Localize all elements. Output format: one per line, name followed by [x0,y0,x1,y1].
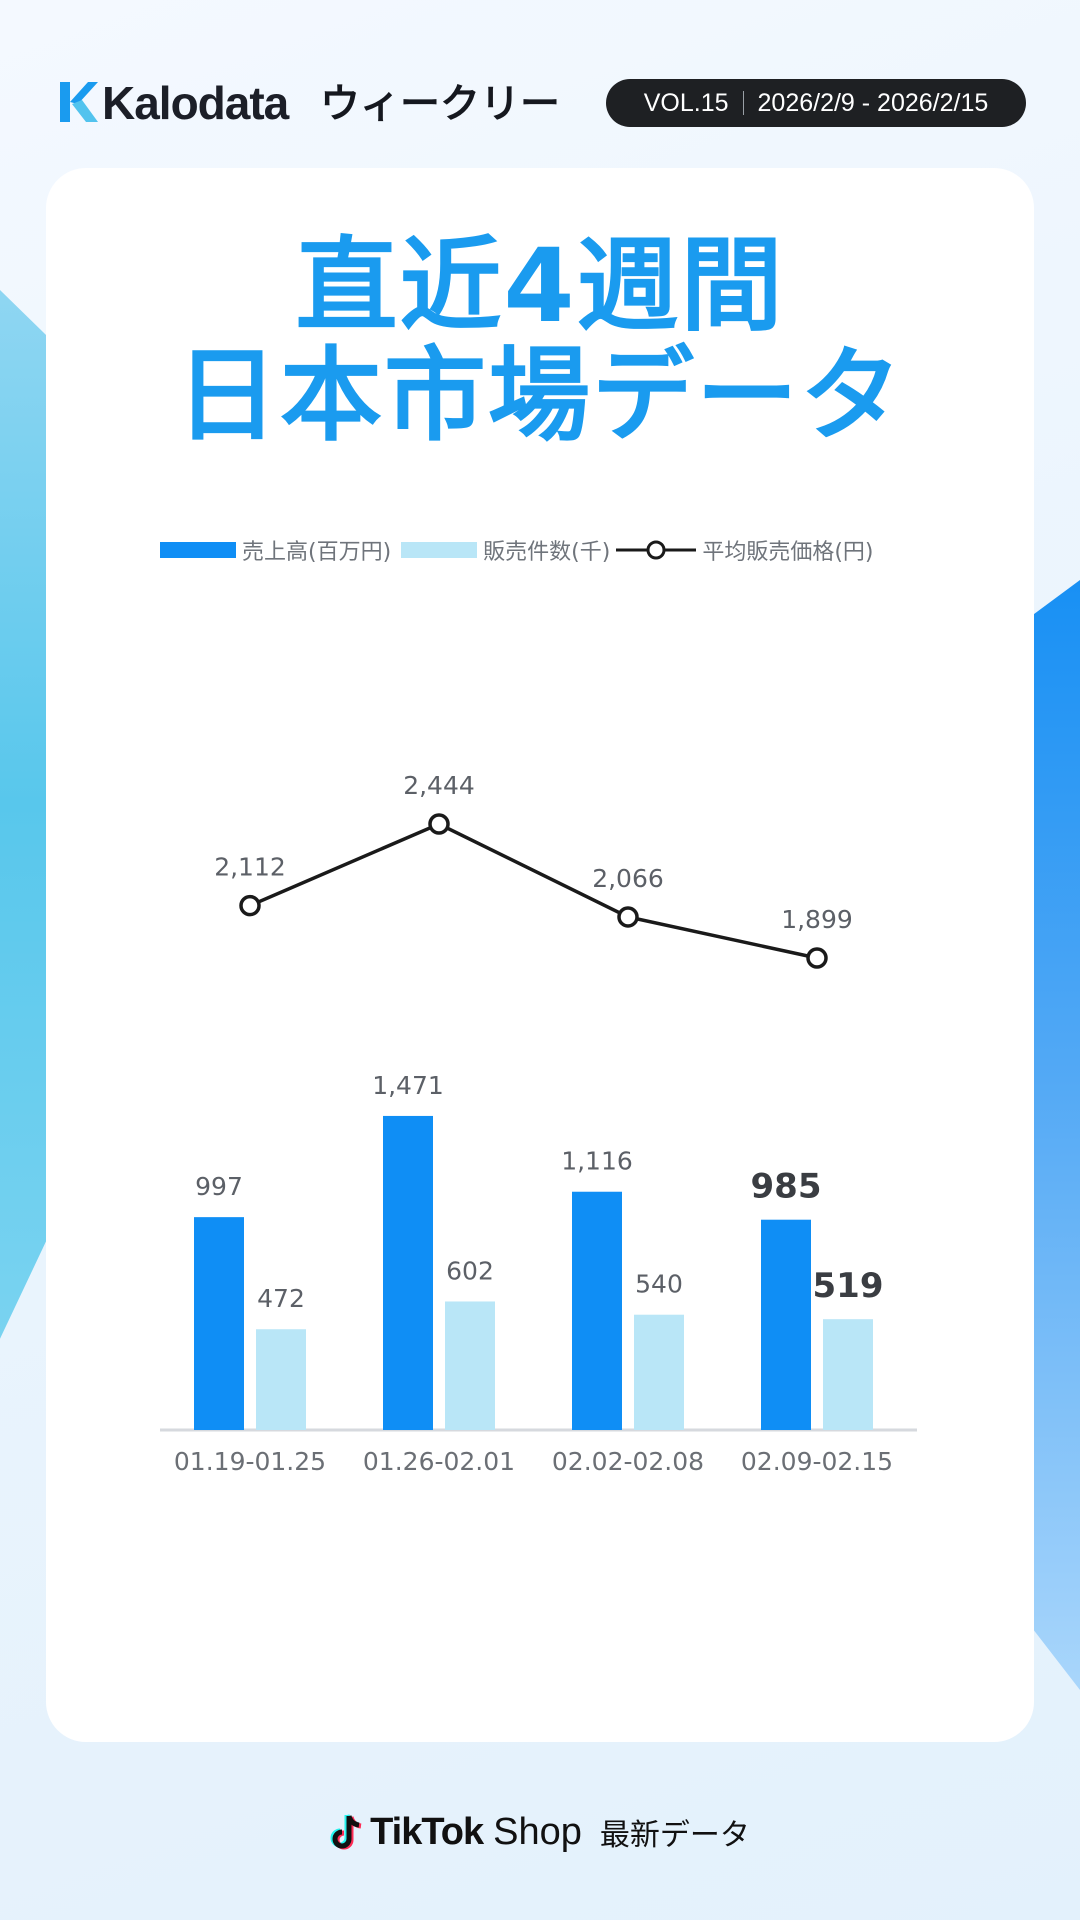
units-data-label: 519 [813,1266,884,1306]
units-bar [445,1301,495,1430]
sales-data-label: 997 [195,1172,243,1201]
x-tick-label: 02.09-02.15 [741,1447,893,1476]
price-data-label: 2,112 [214,853,286,882]
price-point [806,947,828,969]
price-data-label: 1,899 [781,905,853,934]
footer-brand: TikTok [370,1810,484,1853]
kalodata-logo-icon [60,82,98,122]
weekly-label: ウィークリー [320,81,560,127]
brand-name: Kalodata [102,77,289,129]
units-data-label: 540 [635,1270,683,1299]
footer-shop: Shop [493,1810,582,1853]
units-bar [256,1329,306,1430]
chart-legend: 売上高(百万円) 販売件数(千) 平均販売価格(円) [160,534,874,566]
price-point [617,906,639,928]
sales-bar [194,1217,244,1430]
x-tick-label: 01.19-01.25 [174,1447,326,1476]
sales-bar [572,1191,622,1430]
x-tick-label: 01.26-02.01 [363,1447,515,1476]
content-card [46,168,1034,1742]
date-range: 2026/2/9 - 2026/2/15 [757,88,989,117]
units-bar [634,1314,684,1430]
tiktok-logo-icon [330,1814,362,1850]
price-data-label: 2,066 [592,864,664,893]
sales-data-label: 1,116 [561,1147,633,1176]
price-data-label: 2,444 [403,771,475,800]
footer-latest-data: 最新データ [599,1818,750,1853]
legend-label-price: 平均販売価格(円) [702,540,874,565]
volume-number: VOL.15 [643,88,729,117]
sales-data-label: 985 [751,1167,822,1207]
x-tick-label: 02.02-02.08 [552,1447,704,1476]
units-data-label: 472 [257,1284,305,1313]
legend-label-units: 販売件数(千) [483,540,611,565]
units-data-label: 602 [446,1256,494,1285]
title-line-1: 直近4週間 [295,227,785,346]
header: Kalodata ウィークリー VOL.15 2026/2/9 - 2026/2… [54,72,1026,134]
footer: TikTok Shop 最新データ [0,1804,1080,1860]
price-point [428,813,450,835]
title-line-2: 日本市場データ [176,337,904,456]
issue-badge: VOL.15 2026/2/9 - 2026/2/15 [606,79,1026,127]
sales-bar [761,1219,811,1430]
legend-label-sales: 売上高(百万円) [242,540,392,565]
units-bar [823,1319,873,1430]
legend-line-marker-icon [616,540,697,560]
price-point [239,894,261,917]
badge-separator [742,91,744,115]
price-line [249,822,818,960]
sales-data-label: 1,471 [372,1071,444,1100]
sales-bar [383,1115,433,1430]
legend-swatch-sales [160,542,236,558]
legend-swatch-units [401,542,478,558]
